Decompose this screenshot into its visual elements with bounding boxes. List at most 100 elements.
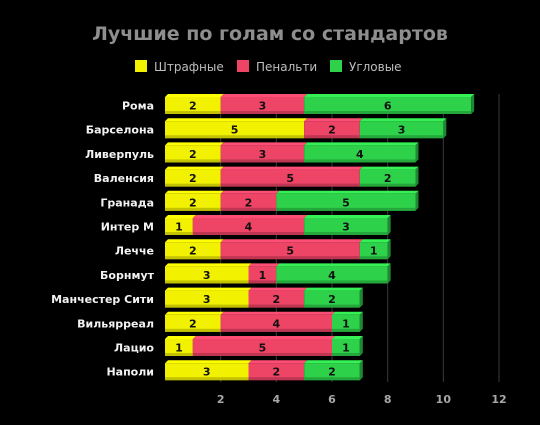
bar-segment-top (248, 287, 308, 291)
bar-segment (165, 145, 221, 163)
bar-segment (248, 363, 305, 381)
data-label: 1 (259, 269, 267, 282)
bar-segment-top (304, 94, 475, 97)
bar-segment-side (387, 239, 391, 260)
bar-segment-shade (359, 183, 416, 187)
bar-segment-top (359, 166, 419, 170)
bar-segment-shade (248, 377, 305, 381)
bar-segment-top (220, 166, 363, 170)
data-label: 2 (328, 293, 336, 306)
bar-segment-top (304, 287, 363, 291)
data-label: 2 (328, 366, 336, 379)
bar-segment (248, 266, 277, 284)
x-tick-label: 10 (436, 393, 452, 406)
data-label: 2 (189, 172, 197, 185)
x-tick-label: 2 (217, 393, 225, 406)
category-label: Валенсия (94, 172, 154, 185)
legend-swatch-1 (237, 60, 249, 72)
bar-segment-top (165, 142, 224, 146)
bar-segment-shade (192, 353, 332, 356)
bar-segment-shade (332, 353, 360, 356)
bar-segment-top (248, 360, 308, 364)
bar-segment-side (359, 360, 363, 381)
bar-segment-top (304, 360, 363, 364)
bar-row: 2 3 4 (165, 142, 419, 163)
bar-segment-top (165, 311, 224, 315)
bar-row: 3 1 4 (165, 263, 391, 284)
data-label: 5 (286, 245, 294, 258)
bar-segment (332, 314, 360, 332)
bar-segment-shade (304, 159, 416, 163)
bar-segment-shade (276, 207, 416, 211)
legend-swatch-0 (135, 60, 147, 72)
bar-segment-top (165, 287, 252, 291)
data-label: 2 (245, 196, 253, 209)
bar-segment-shade (304, 232, 388, 235)
bar-segment-shade (165, 256, 221, 260)
data-label: 3 (203, 293, 211, 306)
data-label: 1 (175, 221, 183, 234)
legend-swatch-2 (330, 60, 342, 72)
bar-segment-top (359, 118, 447, 122)
data-label: 3 (259, 100, 267, 113)
x-tick-label: 8 (384, 393, 392, 406)
bar-segment (248, 290, 305, 308)
bar-segment (359, 169, 416, 187)
bar-segment-top (165, 215, 196, 218)
data-label: 4 (245, 221, 253, 234)
bar-segment-top (332, 336, 363, 339)
data-label: 6 (384, 100, 392, 113)
bar-segment-shade (276, 280, 388, 284)
category-labels: Рома Барселона Ливерпуль Валенсия Гранада Инт… (51, 100, 155, 379)
data-label: 2 (189, 148, 197, 161)
bar-segment-top (165, 239, 224, 243)
category-label: Вильярреал (77, 317, 154, 330)
bar-segment (165, 266, 249, 284)
bar-segment-shade (304, 304, 360, 308)
bar-row: 2 3 6 (165, 94, 475, 114)
bar-segment-top (165, 263, 252, 267)
bar-segment-top (192, 336, 335, 339)
category-label: Манчестер Сити (51, 293, 154, 306)
bar-segment-shade (359, 256, 388, 260)
bar-segment-shade (220, 256, 360, 260)
bar-segment-shade (220, 111, 305, 114)
bar-row: 3 2 2 (165, 360, 363, 381)
bar-segment-top (276, 263, 391, 267)
gridlines (220, 94, 500, 382)
bar-segment (276, 193, 416, 211)
data-label: 5 (231, 124, 239, 137)
bar-segment (304, 121, 360, 139)
data-label: 2 (384, 172, 392, 185)
data-label: 3 (203, 269, 211, 282)
data-label: 2 (189, 196, 197, 209)
bar-segment-top (220, 94, 308, 97)
data-label: 2 (189, 100, 197, 113)
bar-segment (304, 290, 360, 308)
bar-segment-top (359, 239, 391, 243)
bar-segment (165, 290, 249, 308)
bar-row: 2 5 1 (165, 239, 391, 260)
bar-segment-side (387, 263, 391, 284)
bar-segment (165, 339, 193, 356)
bar-segment (220, 145, 305, 163)
legend-label-2: Угловые (349, 60, 402, 74)
bar-segment (165, 218, 193, 235)
bar-segment-shade (165, 207, 221, 211)
bar-segment (165, 169, 221, 187)
bar-segment-shade (165, 304, 249, 308)
bar-segment-shade (304, 111, 472, 114)
bar-segment-top (220, 190, 280, 194)
bar-segment-top (276, 190, 419, 194)
bar-segment-shade (165, 280, 249, 284)
bar-segment-shade (165, 232, 193, 235)
bar-segment (220, 242, 360, 260)
bar-segment-top (220, 239, 363, 243)
bar-segment-shade (192, 232, 305, 235)
bar-segment-top (165, 94, 224, 97)
bar-segment (165, 314, 221, 332)
bar-segment-shade (332, 328, 360, 332)
data-label: 2 (328, 124, 336, 137)
legend-label-0: Штрафные (154, 60, 224, 74)
